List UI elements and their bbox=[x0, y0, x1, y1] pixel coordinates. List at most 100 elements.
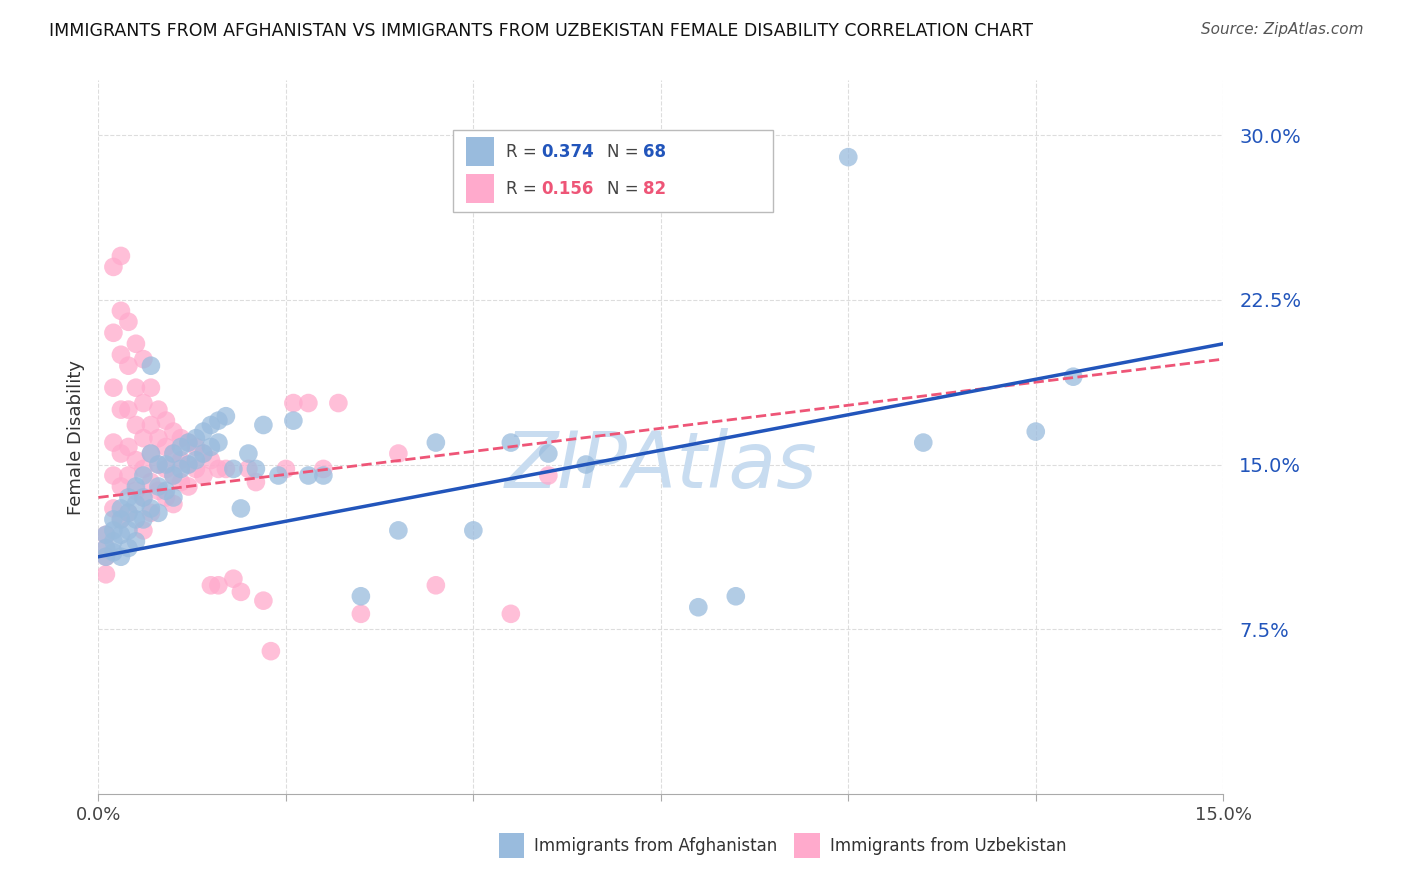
Text: Immigrants from Uzbekistan: Immigrants from Uzbekistan bbox=[830, 837, 1066, 855]
Point bbox=[117, 359, 139, 373]
Point bbox=[283, 414, 305, 428]
Point bbox=[139, 446, 162, 460]
Point bbox=[110, 501, 132, 516]
Point bbox=[125, 479, 148, 493]
Point bbox=[184, 440, 207, 454]
Point bbox=[170, 462, 193, 476]
Text: Immigrants from Afghanistan: Immigrants from Afghanistan bbox=[534, 837, 778, 855]
Point bbox=[139, 446, 162, 460]
Point bbox=[94, 541, 117, 555]
Point bbox=[139, 501, 162, 516]
Point bbox=[193, 446, 215, 460]
Point bbox=[139, 359, 162, 373]
Point bbox=[148, 458, 170, 472]
Point bbox=[229, 501, 252, 516]
Text: IMMIGRANTS FROM AFGHANISTAN VS IMMIGRANTS FROM UZBEKISTAN FEMALE DISABILITY CORR: IMMIGRANTS FROM AFGHANISTAN VS IMMIGRANT… bbox=[49, 22, 1033, 40]
Point bbox=[132, 462, 155, 476]
Point bbox=[110, 303, 132, 318]
Text: 0.156: 0.156 bbox=[541, 180, 593, 198]
Point bbox=[94, 549, 117, 564]
Point bbox=[148, 458, 170, 472]
Point bbox=[1025, 425, 1047, 439]
Point bbox=[200, 578, 222, 592]
Point bbox=[117, 468, 139, 483]
Point bbox=[110, 479, 132, 493]
Point bbox=[463, 524, 485, 538]
Point bbox=[117, 440, 139, 454]
Text: N =: N = bbox=[607, 180, 644, 198]
Point bbox=[155, 414, 177, 428]
Point bbox=[117, 402, 139, 417]
Point bbox=[297, 396, 319, 410]
Point bbox=[387, 446, 409, 460]
Point bbox=[238, 446, 260, 460]
Point bbox=[110, 348, 132, 362]
Point bbox=[148, 479, 170, 493]
Point bbox=[177, 435, 200, 450]
Point bbox=[94, 549, 117, 564]
Point bbox=[155, 462, 177, 476]
Point bbox=[110, 402, 132, 417]
Point bbox=[117, 541, 139, 555]
Point bbox=[215, 409, 238, 424]
Point bbox=[537, 468, 560, 483]
Point bbox=[724, 589, 747, 603]
FancyBboxPatch shape bbox=[453, 130, 773, 212]
Text: R =: R = bbox=[506, 180, 541, 198]
Point bbox=[170, 475, 193, 489]
Point bbox=[125, 417, 148, 432]
Point bbox=[117, 524, 139, 538]
Point bbox=[110, 549, 132, 564]
Point bbox=[148, 431, 170, 445]
Point bbox=[177, 458, 200, 472]
Point bbox=[94, 541, 117, 555]
Point bbox=[132, 524, 155, 538]
Text: Source: ZipAtlas.com: Source: ZipAtlas.com bbox=[1201, 22, 1364, 37]
Point bbox=[155, 491, 177, 505]
Point bbox=[132, 491, 155, 505]
Point bbox=[200, 440, 222, 454]
Point bbox=[238, 462, 260, 476]
Point bbox=[103, 545, 125, 559]
Point bbox=[103, 435, 125, 450]
Point bbox=[837, 150, 859, 164]
Point bbox=[103, 468, 125, 483]
Point bbox=[245, 475, 267, 489]
Point bbox=[425, 435, 447, 450]
Point bbox=[103, 534, 125, 549]
Point bbox=[110, 446, 132, 460]
Point bbox=[132, 491, 155, 505]
Point bbox=[132, 352, 155, 367]
Point bbox=[148, 483, 170, 498]
Point bbox=[125, 497, 148, 511]
Point bbox=[222, 462, 245, 476]
Point bbox=[207, 435, 229, 450]
Point bbox=[110, 512, 132, 526]
Point bbox=[229, 585, 252, 599]
Point bbox=[125, 381, 148, 395]
Point bbox=[575, 458, 598, 472]
Point bbox=[103, 381, 125, 395]
Point bbox=[117, 506, 139, 520]
Point bbox=[94, 528, 117, 542]
Point bbox=[148, 402, 170, 417]
Point bbox=[94, 528, 117, 542]
Point bbox=[132, 431, 155, 445]
Point bbox=[170, 453, 193, 467]
Point bbox=[184, 431, 207, 445]
Point bbox=[215, 462, 238, 476]
Point bbox=[162, 497, 184, 511]
Point bbox=[222, 572, 245, 586]
Point bbox=[200, 453, 222, 467]
Point bbox=[162, 468, 184, 483]
Point bbox=[688, 600, 710, 615]
Point bbox=[537, 446, 560, 460]
Point bbox=[312, 468, 335, 483]
Bar bbox=[467, 175, 495, 203]
Point bbox=[103, 512, 125, 526]
Point bbox=[155, 440, 177, 454]
Point bbox=[132, 512, 155, 526]
Point bbox=[207, 462, 229, 476]
Point bbox=[499, 607, 522, 621]
Point bbox=[297, 468, 319, 483]
